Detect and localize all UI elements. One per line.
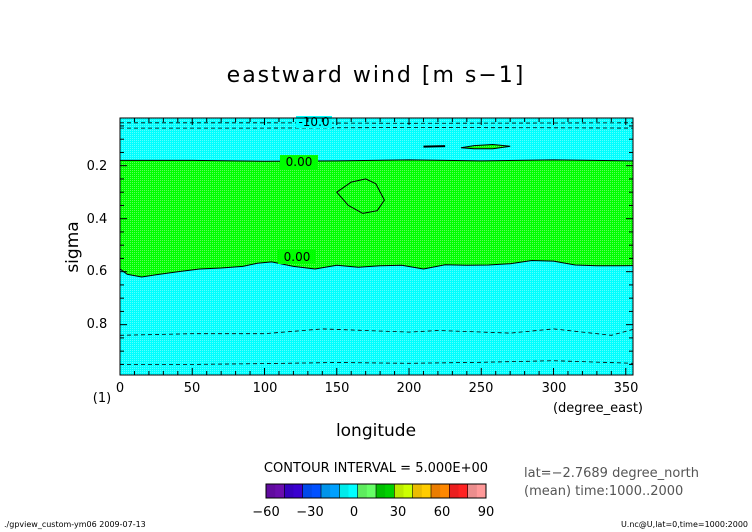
footer-left: ./gpview_custom-ym06 2009-07-13 — [4, 520, 146, 529]
zero-contour-lower — [120, 259, 633, 278]
colorbar-swatch — [321, 484, 340, 498]
contour-interval-text: CONTOUR INTERVAL = 5.000E+00 — [264, 461, 488, 476]
x-tick-label: 250 — [469, 381, 494, 396]
neg5-contour-b — [120, 360, 633, 365]
colorbar-swatch-shade — [339, 484, 349, 498]
y-tick-label: 0.6 — [87, 264, 108, 279]
colorbar-tick-label: 30 — [390, 505, 407, 520]
x-tick-label: 0 — [116, 381, 124, 396]
negative-contour-small — [423, 145, 446, 148]
colorbar-swatch-shade — [412, 484, 422, 498]
colorbar-swatch — [339, 484, 359, 498]
colorbar-swatch — [467, 484, 487, 498]
colorbar-swatch-shade — [302, 484, 312, 498]
colorbar-swatch-shade — [467, 484, 477, 498]
colorbar-tick-label: 60 — [434, 505, 451, 520]
colorbar-swatch — [284, 484, 304, 498]
colorbar-swatch — [394, 484, 414, 498]
y-axis — [120, 125, 633, 365]
x-tick-label: 300 — [542, 381, 567, 396]
x-tick-label: 200 — [397, 381, 422, 396]
x-axis — [119, 118, 627, 375]
colorbar-swatch-shade — [449, 484, 459, 498]
x-tick-label: 50 — [184, 381, 201, 396]
plot-area — [120, 118, 633, 375]
colorbar-swatch-shade — [357, 484, 367, 498]
neg10-contour-b — [120, 127, 633, 129]
colorbar-swatch — [412, 484, 432, 498]
colorbar-swatch — [376, 484, 395, 498]
y-axis-label: sigma — [63, 221, 83, 272]
colorbar-swatch — [357, 484, 377, 498]
y-tick-label: 0.4 — [87, 212, 108, 227]
y-tick-label: 0.2 — [87, 159, 108, 174]
y-tick-label: 0.8 — [87, 317, 108, 332]
colorbar-swatch-shade — [284, 484, 294, 498]
contour-label-neg10: -10.0 — [298, 115, 329, 129]
zero-contour-loop — [336, 178, 385, 214]
colorbar — [266, 484, 487, 498]
colorbar-tick-label: −30 — [296, 505, 323, 520]
dot-texture — [120, 118, 633, 375]
chart-title: eastward wind [m s−1] — [227, 63, 526, 88]
colorbar-swatch — [266, 484, 285, 498]
colorbar-tick-label: 0 — [350, 505, 358, 520]
x-tick-label: 100 — [253, 381, 278, 396]
zero-contour-upper — [120, 159, 633, 162]
neg5-contour-a — [120, 328, 633, 336]
contour-labels: -10.0 0.00 0.00 — [278, 115, 332, 264]
colorbar-swatch-shade — [431, 484, 441, 498]
time-info: (mean) time:1000..2000 — [524, 484, 683, 499]
x-tick-label: 350 — [614, 381, 639, 396]
latitude-info: lat=−2.7689 degree_north — [524, 466, 699, 481]
contour-label-zero-lower: 0.00 — [284, 250, 311, 264]
colorbar-swatch-shade — [376, 484, 386, 498]
y-units-label: (1) — [93, 391, 111, 406]
colorbar-swatch — [431, 484, 450, 498]
contour-label-zero-upper: 0.00 — [286, 155, 313, 169]
colorbar-swatch-shade — [394, 484, 404, 498]
x-axis-label: longitude — [336, 421, 416, 441]
x-tick-label: 150 — [325, 381, 350, 396]
colorbar-swatch-shade — [321, 484, 331, 498]
colorbar-frame — [265, 483, 487, 499]
colorbar-swatch-shade — [266, 484, 276, 498]
x-units-label: (degree_east) — [553, 401, 643, 416]
zero-contour-upper-loop — [460, 143, 511, 150]
footer-right: U.nc@U,lat=0,time=1000:2000 — [621, 520, 748, 529]
colorbar-swatch — [302, 484, 322, 498]
plot-frame — [119, 117, 634, 376]
colorbar-swatch — [449, 484, 469, 498]
colorbar-tick-label: 90 — [478, 505, 495, 520]
colorbar-tick-label: −60 — [252, 505, 279, 520]
